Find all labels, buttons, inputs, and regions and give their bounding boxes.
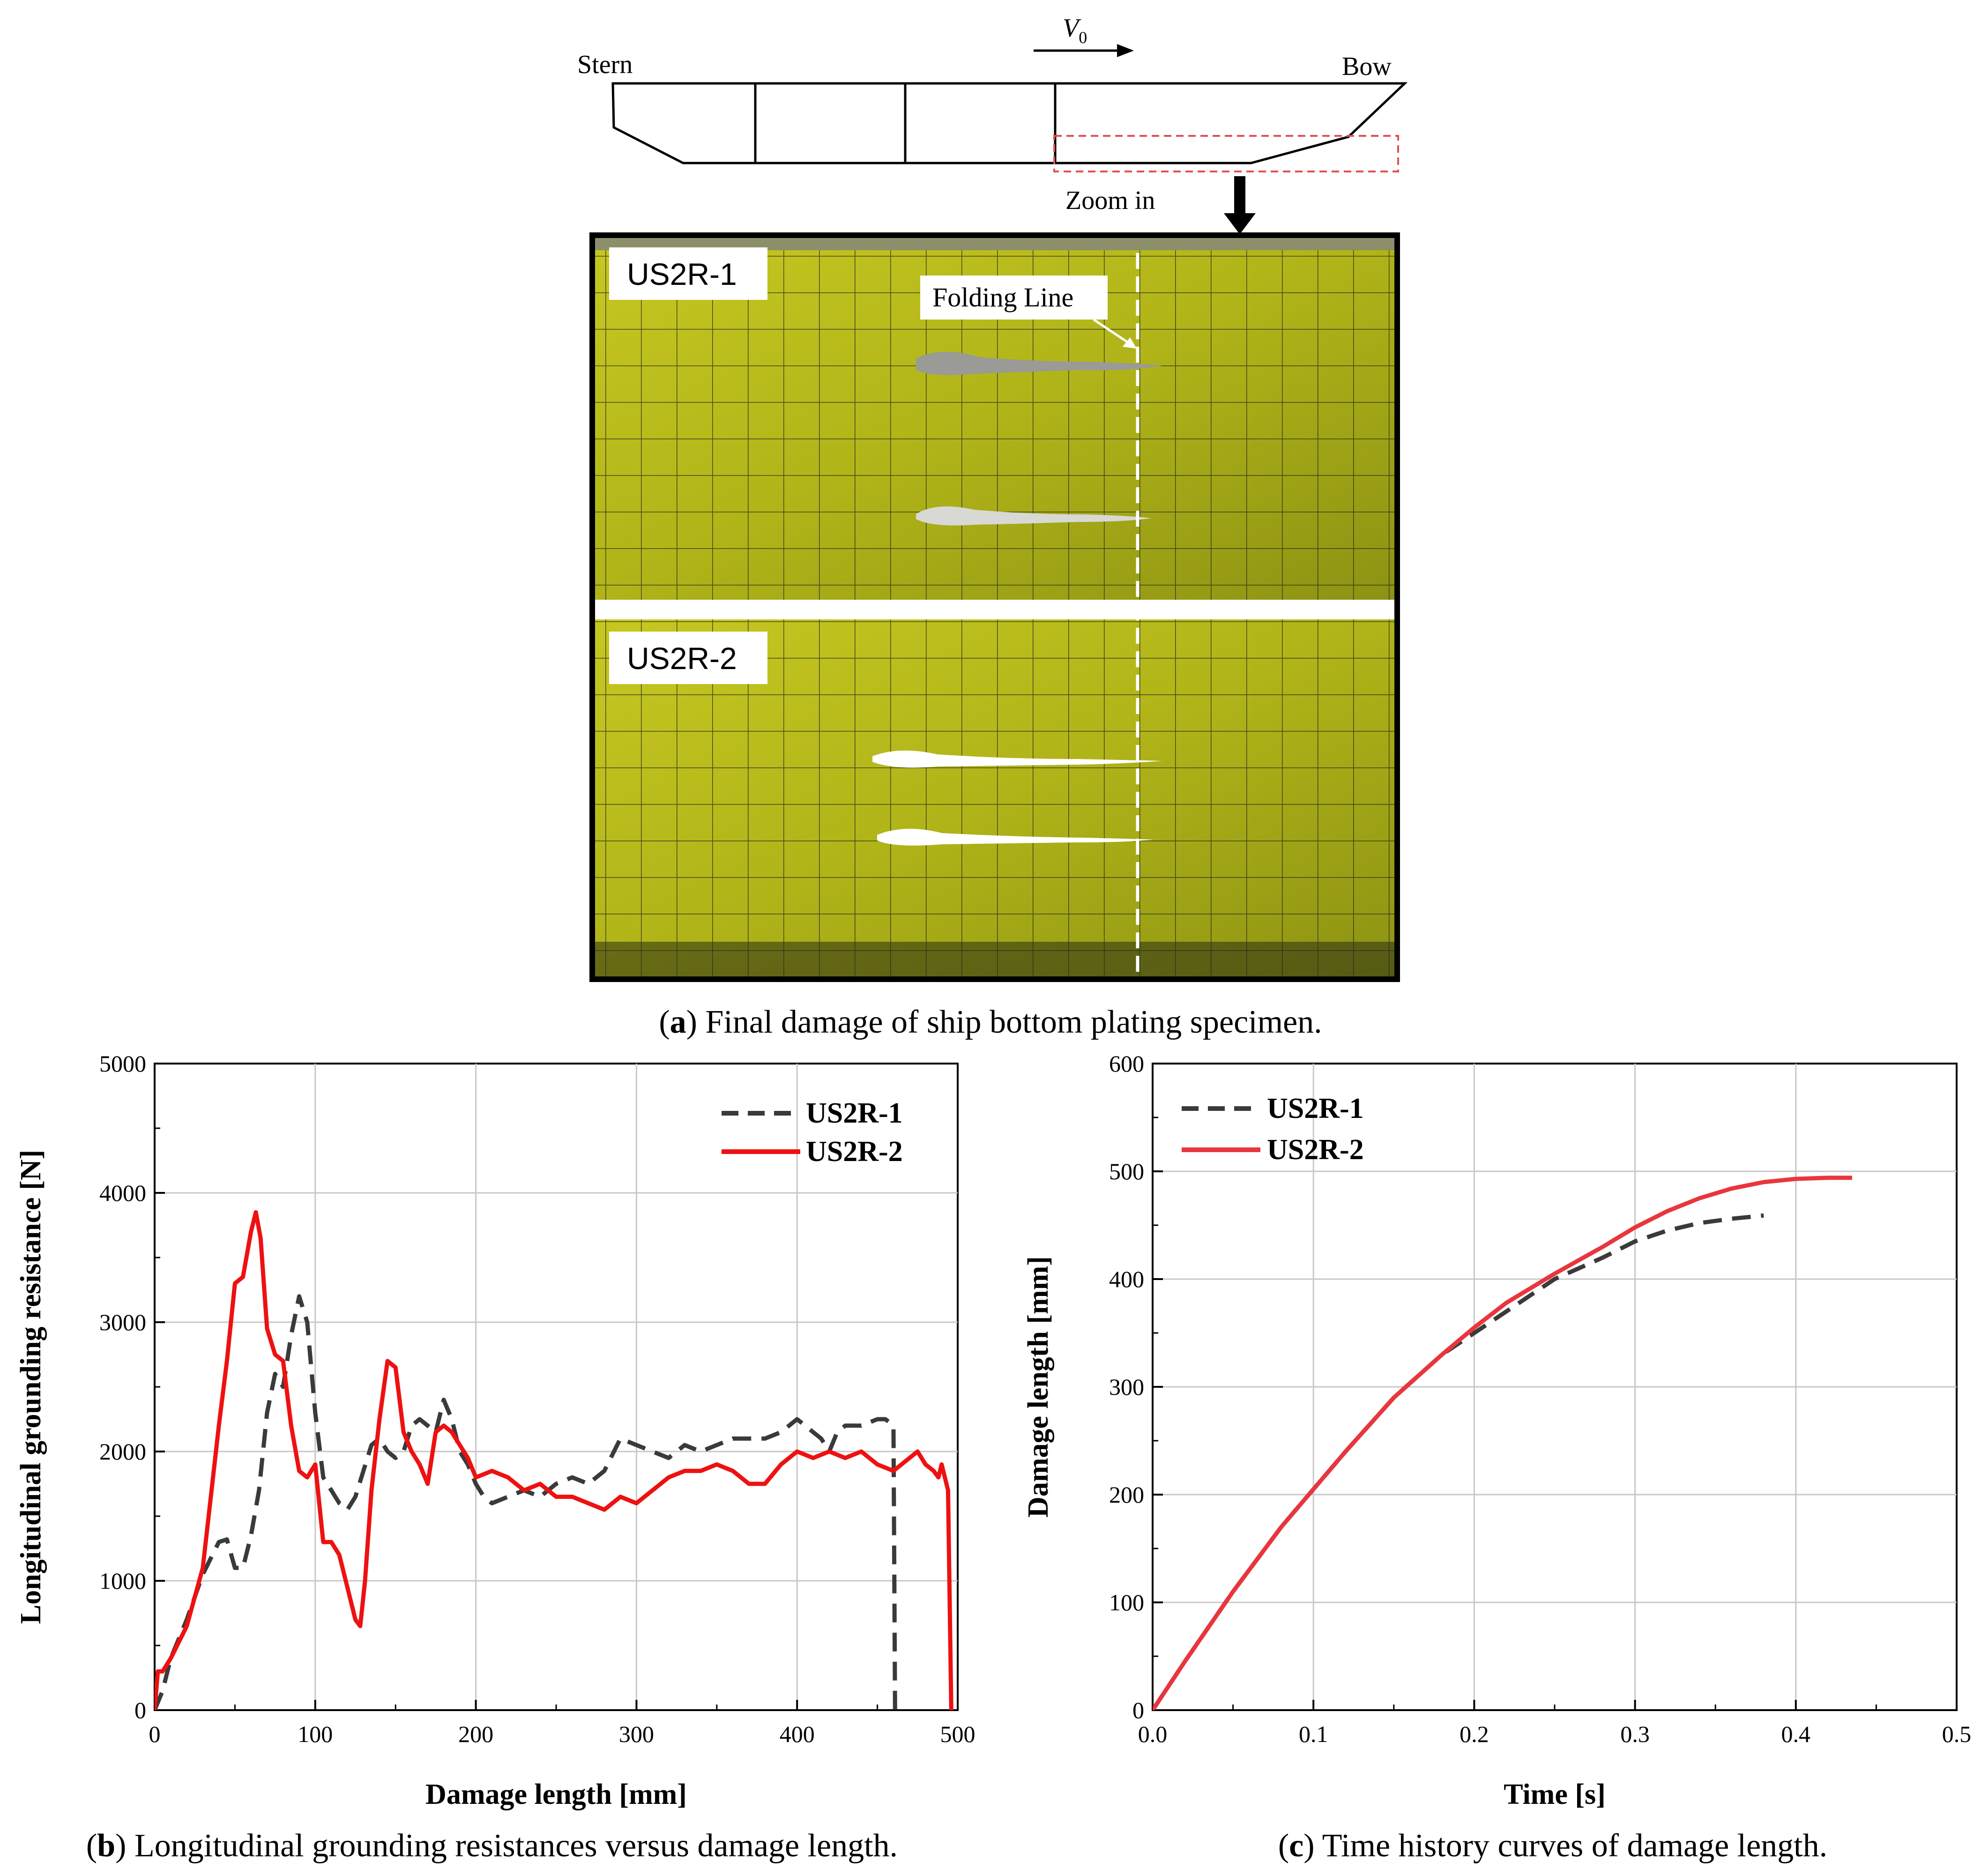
x-tick-label: 500 [940, 1721, 976, 1747]
legend: US2R-1 US2R-2 [722, 1097, 903, 1168]
chart-b-resistance: 0 100 200 300 400 500 0 1000 2000 3000 4000 5000 D… [15, 1050, 976, 1810]
caption-b: (b) Longitudinal grounding resistances v… [86, 1828, 898, 1864]
legend-label-us2r-2: US2R-2 [1267, 1134, 1364, 1166]
folding-pointer [1093, 318, 1131, 345]
stern-label: Stern [577, 50, 633, 79]
chart-c-time-history: 0.0 0.1 0.2 0.3 0.4 0.5 0 100 200 300 400 500 600 T… [1022, 1050, 1971, 1810]
legend-label-us2r-1: US2R-1 [1267, 1093, 1364, 1124]
folding-line-label: Folding Line [932, 282, 1073, 313]
y-tick-label: 0 [1132, 1697, 1144, 1723]
y-tick-label: 200 [1109, 1481, 1144, 1508]
y-tick-label: 0 [134, 1697, 146, 1723]
y-axis-title: Damage length [mm] [1022, 1256, 1054, 1518]
folding-label-box [920, 275, 1108, 320]
x-tick-label: 0.2 [1460, 1721, 1489, 1747]
velocity-arrowhead [1117, 44, 1134, 57]
x-tick-label: 0 [149, 1721, 161, 1747]
zoom-region-box [1053, 135, 1399, 172]
series-line-us2r-2 [1153, 1176, 1852, 1710]
ship-schematic: Stern Bow V0 Zoom in [577, 14, 1408, 234]
y-tick-label: 500 [1109, 1158, 1144, 1184]
x-tick-label: 0.4 [1781, 1721, 1811, 1747]
y-tick-label: 400 [1109, 1266, 1144, 1292]
x-tick-label: 0.0 [1138, 1721, 1168, 1747]
caption-a: (a) Final damage of ship bottom plating … [659, 1004, 1322, 1040]
y-tick-label: 100 [1109, 1589, 1144, 1615]
y-tick-label: 2000 [99, 1438, 146, 1465]
label-box-1 [609, 247, 767, 300]
y-tick-label: 600 [1109, 1050, 1144, 1077]
series-line-us2r-1 [155, 1294, 899, 1710]
x-axis-title: Damage length [mm] [425, 1779, 687, 1810]
label-box-2 [609, 632, 767, 684]
y-tick-label: 1000 [99, 1568, 146, 1594]
y-tick-label: 5000 [99, 1050, 146, 1077]
panel-separator [595, 600, 1394, 619]
panel-1-label: US2R-1 [627, 257, 737, 291]
x-tick-label: 0.3 [1620, 1721, 1650, 1747]
zoom-in-label: Zoom in [1065, 186, 1155, 215]
hull-outline [611, 82, 1408, 164]
tear-mark [872, 750, 1162, 768]
velocity-label: V0 [1063, 14, 1087, 47]
x-axis-title: Time [s] [1504, 1779, 1606, 1810]
legend: US2R-1 US2R-2 [1182, 1093, 1364, 1166]
tear-mark [916, 351, 1163, 375]
x-tick-label: 400 [780, 1721, 815, 1747]
legend-label-us2r-2: US2R-2 [806, 1136, 903, 1168]
tear-mark [916, 506, 1152, 526]
y-tick-label: 300 [1109, 1374, 1144, 1400]
x-tick-label: 200 [458, 1721, 493, 1747]
tear-mark [877, 828, 1154, 846]
x-tick-label: 0.1 [1299, 1721, 1328, 1747]
zoom-arrow [1224, 176, 1256, 234]
folding-pointer-head [1123, 337, 1137, 349]
series-line-us2r-1 [1153, 1213, 1764, 1710]
y-axis-title: Longitudinal grounding resistance [N] [15, 1150, 47, 1624]
y-tick-label: 4000 [99, 1180, 146, 1206]
specimen-photo: US2R-1 US2R-2 Folding Line [589, 232, 1400, 982]
panel-2-label: US2R-2 [627, 641, 737, 676]
caption-c: (c) Time history curves of damage length… [1278, 1828, 1827, 1864]
x-tick-label: 0.5 [1942, 1721, 1972, 1747]
series-line-us2r-2 [155, 1210, 953, 1710]
x-tick-label: 100 [298, 1721, 333, 1747]
x-tick-label: 300 [619, 1721, 654, 1747]
legend-label-us2r-1: US2R-1 [806, 1097, 903, 1129]
bow-label: Bow [1342, 52, 1392, 81]
y-tick-label: 3000 [99, 1309, 146, 1335]
